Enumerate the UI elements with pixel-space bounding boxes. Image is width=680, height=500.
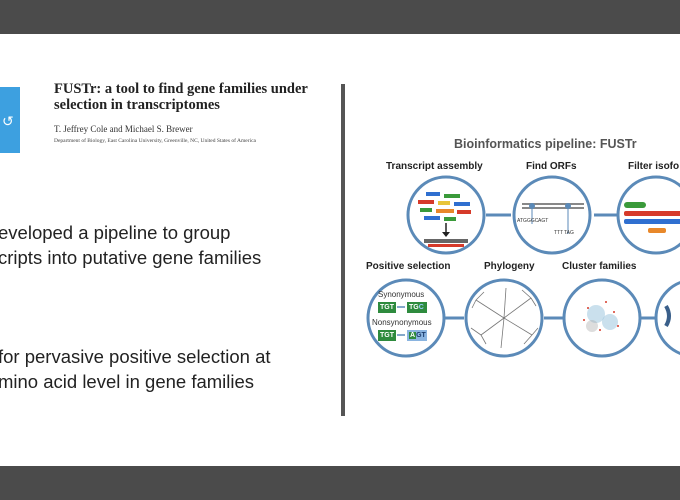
journal-logo-icon: ↺ (2, 113, 14, 129)
codon-text: TG (409, 304, 419, 311)
pipeline-graphic (366, 175, 680, 358)
bullet-line: mino acid level in gene families (0, 371, 255, 392)
nonsynonymous-label: Nonsynonymous (372, 318, 432, 327)
synonymous-new-codon: TGC (409, 304, 424, 311)
filter-isoforms-node (616, 175, 680, 255)
bullet-selection-test: for pervasive positive selection at mino… (0, 344, 271, 394)
bullet-line: cripts into putative gene families (0, 247, 262, 268)
positive-selection-node (366, 278, 446, 358)
synonymous-label: Synonymous (378, 290, 425, 299)
label-filter-isoforms: Filter isofo (628, 161, 680, 172)
pipeline-title: Bioinformatics pipeline: FUSTr (454, 137, 637, 151)
bullet-line: for pervasive positive selection at (0, 346, 271, 367)
slide-divider (341, 84, 345, 416)
journal-logo: ↺ (0, 87, 20, 153)
codon-text: GT (416, 332, 426, 339)
paper-authors: T. Jeffrey Cole and Michael S. Brewer (54, 124, 193, 134)
top-letterbox-bar (0, 0, 680, 34)
orf-codon: TTT (554, 230, 564, 236)
orf-stop-codon: TAG (564, 230, 574, 236)
transcript-assembly-node (406, 175, 486, 255)
paper-title: FUSTr: a tool to find gene families unde… (54, 81, 308, 113)
orf-codon: AGT (538, 218, 549, 224)
find-orfs-node (512, 175, 592, 255)
synonymous-original-codon: TGT (380, 304, 394, 311)
orf-codon: GGC (527, 218, 539, 224)
bottom-letterbox-bar (0, 466, 680, 500)
label-find-orfs: Find ORFs (526, 161, 577, 172)
next-stage-node (654, 281, 680, 355)
bullet-pipeline: eveloped a pipeline to group cripts into… (0, 220, 261, 270)
label-phylogeny: Phylogeny (484, 261, 535, 272)
phylogeny-node (464, 278, 544, 358)
codon-change: A (409, 332, 417, 339)
label-transcript-assembly: Transcript assembly (386, 161, 483, 172)
presentation-slide: ↺ FUSTr: a tool to find gene families un… (0, 34, 680, 466)
nonsynonymous-new-codon: AGT (409, 332, 426, 339)
label-positive-selection: Positive selection (366, 261, 451, 272)
codon-change: C (418, 304, 424, 311)
bullet-line: eveloped a pipeline to group (0, 222, 231, 243)
orf-start-codon: ATG (517, 218, 527, 224)
paper-affiliation: Department of Biology, East Carolina Uni… (54, 138, 256, 144)
nonsynonymous-original-codon: TGT (380, 332, 394, 339)
cluster-families-node (562, 278, 642, 358)
label-cluster-families: Cluster families (562, 261, 637, 272)
